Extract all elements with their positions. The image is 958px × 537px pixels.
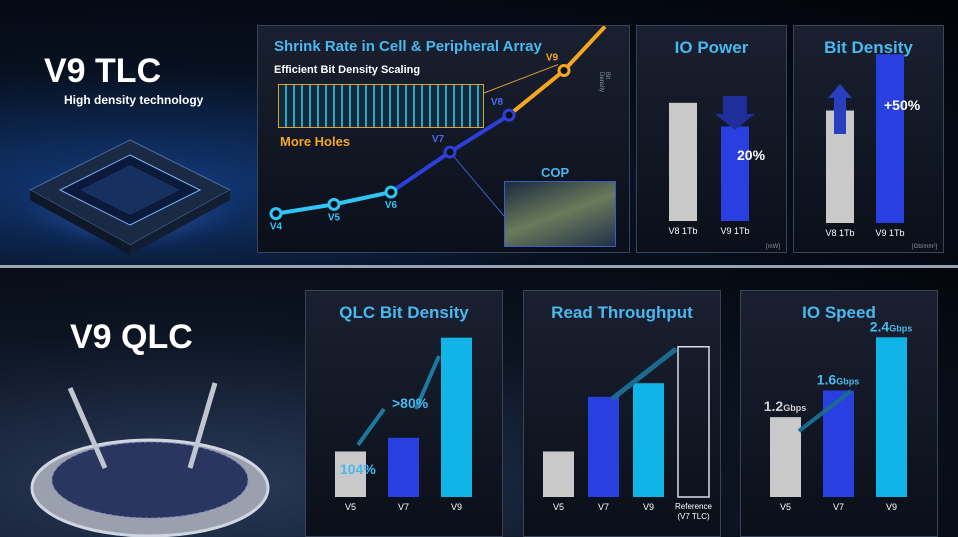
io-power-title: IO Power [674, 38, 749, 57]
tlc-section: V9 TLC High density technology Shrink Ra… [0, 0, 958, 265]
shrink-line-segment [333, 190, 392, 207]
read-growth-arrow [610, 347, 678, 401]
shrink-tick-v6: V6 [385, 200, 398, 211]
shrink-rate-chart: V4 V5 V6 V7 V8 V9 [269, 26, 607, 233]
tick-label-v7: V7 [598, 502, 609, 512]
shrink-point-v9 [557, 64, 571, 78]
qlc-section: V9 QLC QLC Bit Density V5 V7 V9 104% >80% Re… [0, 268, 958, 537]
bit-density-up-arrow [828, 84, 852, 134]
read-throughput-chart: V5 V7 V9 Reference(V7 TLC) [543, 346, 713, 521]
tick-label-v9-1tb: V9 1Tb [875, 228, 904, 238]
bar-v9 [633, 383, 664, 497]
qlc-annotation-104: 104% [340, 461, 376, 477]
bar-v5 [543, 451, 574, 497]
shrink-line-tail [562, 26, 607, 72]
shrink-point-v8 [502, 108, 516, 122]
qlc-title: V9 QLC [70, 318, 193, 356]
shrink-point-v4 [269, 207, 283, 221]
tick-label-v5: V5 [553, 502, 564, 512]
cell-array-image [278, 84, 484, 128]
cop-connector [449, 151, 505, 217]
shrink-tick-v9: V9 [546, 53, 559, 64]
shrink-point-v5 [327, 197, 341, 211]
shrink-line-segment [389, 150, 452, 194]
shrink-line-segment [275, 202, 335, 216]
bar-v5 [335, 451, 366, 497]
bar-v7 [388, 437, 419, 497]
io-power-down-arrow [715, 96, 755, 130]
tick-label-v8-1tb: V8 1Tb [825, 228, 854, 238]
io-speed-value-v7: 1.6Gbps [817, 372, 859, 388]
shrink-tick-v8: V8 [491, 97, 504, 108]
cop-label: COP [541, 165, 570, 180]
io-speed-panel: IO Speed V5 V7 V9 1.2Gbps 1.6Gbps 2.4Gbps [740, 290, 938, 537]
read-throughput-panel: Read Throughput V5 V7 V9 Reference (V7 TLC) [523, 290, 721, 537]
tick-label-reference-v7-tlc-line2: (V7 TLC) [677, 512, 710, 521]
bit-density-chart: V8 1Tb V9 1Tb +50% [Gb/mm²] [825, 54, 937, 250]
bit-density-annotation: +50% [884, 97, 921, 113]
io-speed-value-v5: 1.2Gbps [764, 398, 806, 414]
bar-reference-v7-tlc [677, 346, 710, 498]
io-speed-chart: V5 V7 V9 1.2Gbps 1.6Gbps 2.4Gbps [764, 318, 912, 512]
tick-label-v9: V9 [886, 502, 897, 512]
tick-label-reference-v7-tlc: Reference [675, 502, 712, 511]
io-speed-value-v9: 2.4Gbps [870, 318, 912, 334]
bar-v5 [770, 417, 801, 497]
shrink-tick-v5: V5 [328, 212, 341, 223]
io-power-annotation: 20% [737, 147, 766, 163]
qlc-growth-arrow-2 [414, 355, 441, 410]
io-power-chart: V8 1Tb V9 1Tb 20% [mW] [668, 96, 780, 250]
bar-v9 [876, 337, 907, 497]
qlc-bit-density-panel: QLC Bit Density V5 V7 V9 104% >80% [305, 290, 503, 537]
qlc-bit-density-chart: V5 V7 V9 104% >80% [335, 337, 472, 512]
shrink-line-segment [507, 68, 566, 117]
shrink-tick-v7: V7 [432, 134, 445, 145]
io-power-unit: [mW] [766, 244, 780, 250]
qlc-bit-density-title: QLC Bit Density [339, 303, 469, 322]
bit-density-title: Bit Density [824, 38, 913, 57]
chip-illustration [10, 139, 250, 255]
tick-label-v5: V5 [780, 502, 791, 512]
bit-density-unit: [Gb/mm²] [912, 244, 937, 250]
tick-label-v9: V9 [451, 502, 462, 512]
shrink-rate-panel: Shrink Rate in Cell & Peripheral Array E… [257, 25, 630, 253]
tick-label-v8-1tb: V8 1Tb [668, 226, 697, 236]
shrink-point-v7 [443, 145, 457, 159]
wafer-illustration [30, 382, 270, 537]
bar-v9-1tb [876, 54, 904, 223]
io-speed-growth-arrow [797, 389, 853, 433]
bar-v8-1tb [669, 102, 697, 221]
cop-image [504, 181, 616, 247]
shrink-tick-v4: V4 [270, 222, 283, 233]
shrink-line-segment [448, 113, 511, 154]
tick-label-v7: V7 [833, 502, 844, 512]
more-holes-label: More Holes [280, 134, 351, 149]
tick-label-v9-1tb: V9 1Tb [720, 226, 749, 236]
bar-v9 [441, 337, 472, 497]
qlc-annotation-80: >80% [392, 395, 429, 411]
tick-label-v5: V5 [345, 502, 356, 512]
section-divider [0, 265, 958, 268]
bar-v9-1tb [721, 126, 749, 221]
tick-label-v7: V7 [398, 502, 409, 512]
io-speed-title: IO Speed [802, 303, 876, 322]
shrink-rate-subtitle: Efficient Bit Density Scaling [274, 64, 421, 76]
bit-density-panel: Bit Density V8 1Tb V9 1Tb +50% [Gb/mm²] [793, 25, 944, 253]
read-throughput-title: Read Throughput [551, 303, 693, 322]
io-power-panel: IO Power V8 1Tb V9 1Tb 20% [mW] [636, 25, 787, 253]
tlc-title: V9 TLC [44, 52, 162, 90]
tick-label-v9: V9 [643, 502, 654, 512]
shrink-rate-title: Shrink Rate in Cell & Peripheral Array [274, 38, 542, 55]
qlc-growth-arrow-1 [356, 407, 386, 447]
bar-v7 [588, 396, 619, 497]
cell-image-connector [483, 64, 559, 94]
shrink-point-v6 [384, 185, 398, 199]
tlc-subtitle: High density technology [64, 93, 204, 107]
